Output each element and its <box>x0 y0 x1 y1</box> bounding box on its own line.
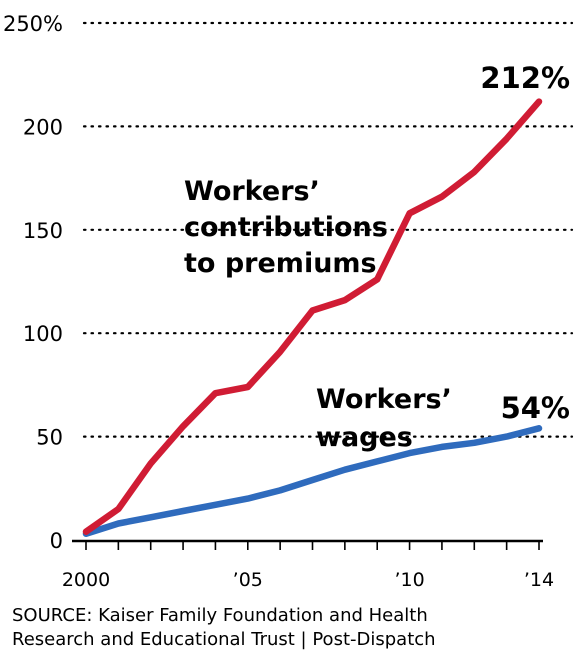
source-line-2: Research and Educational Trust | Post-Di… <box>12 629 436 650</box>
x-tick-label: ’14 <box>524 569 554 591</box>
premiums-annotation-line-3: to premiums <box>184 248 377 279</box>
series-lines <box>82 98 543 538</box>
premiums-annotation-line-1: Workers’ <box>184 176 320 207</box>
x-tick-label: ’10 <box>394 569 424 591</box>
x-tick-label: 2000 <box>62 569 110 591</box>
y-axis-ticks: 0 50 100 150 200 250% <box>3 12 63 553</box>
y-tick-label: 200 <box>23 115 63 139</box>
x-tick-label: ’05 <box>233 569 263 591</box>
line-chart: 0 50 100 150 200 250% 2000 ’05 ’10 ’14 Workers’ … <box>3 12 574 591</box>
source-line-1: SOURCE: Kaiser Family Foundation and Hea… <box>12 605 428 626</box>
y-tick-label: 150 <box>23 219 63 243</box>
y-tick-label: 100 <box>23 322 63 346</box>
wages-annotation-line-1: Workers’ <box>316 384 452 415</box>
y-tick-label: 50 <box>36 426 63 450</box>
premiums-annotation-line-2: contributions <box>184 212 388 243</box>
wages-end-label: 54% <box>501 391 570 425</box>
premiums-end-label: 212% <box>480 61 570 95</box>
x-axis: 2000 ’05 ’10 ’14 <box>62 539 554 591</box>
wages-annotation-line-2: wages <box>316 422 413 453</box>
wages-series-line <box>82 425 543 538</box>
premiums-series-line <box>82 98 543 535</box>
wages-annotation: Workers’ wages <box>316 384 461 453</box>
premiums-annotation: Workers’ contributions to premiums <box>184 176 397 279</box>
y-tick-label: 250% <box>3 12 63 36</box>
source-note: SOURCE: Kaiser Family Foundation and Hea… <box>12 604 572 652</box>
y-tick-label: 0 <box>50 529 63 553</box>
